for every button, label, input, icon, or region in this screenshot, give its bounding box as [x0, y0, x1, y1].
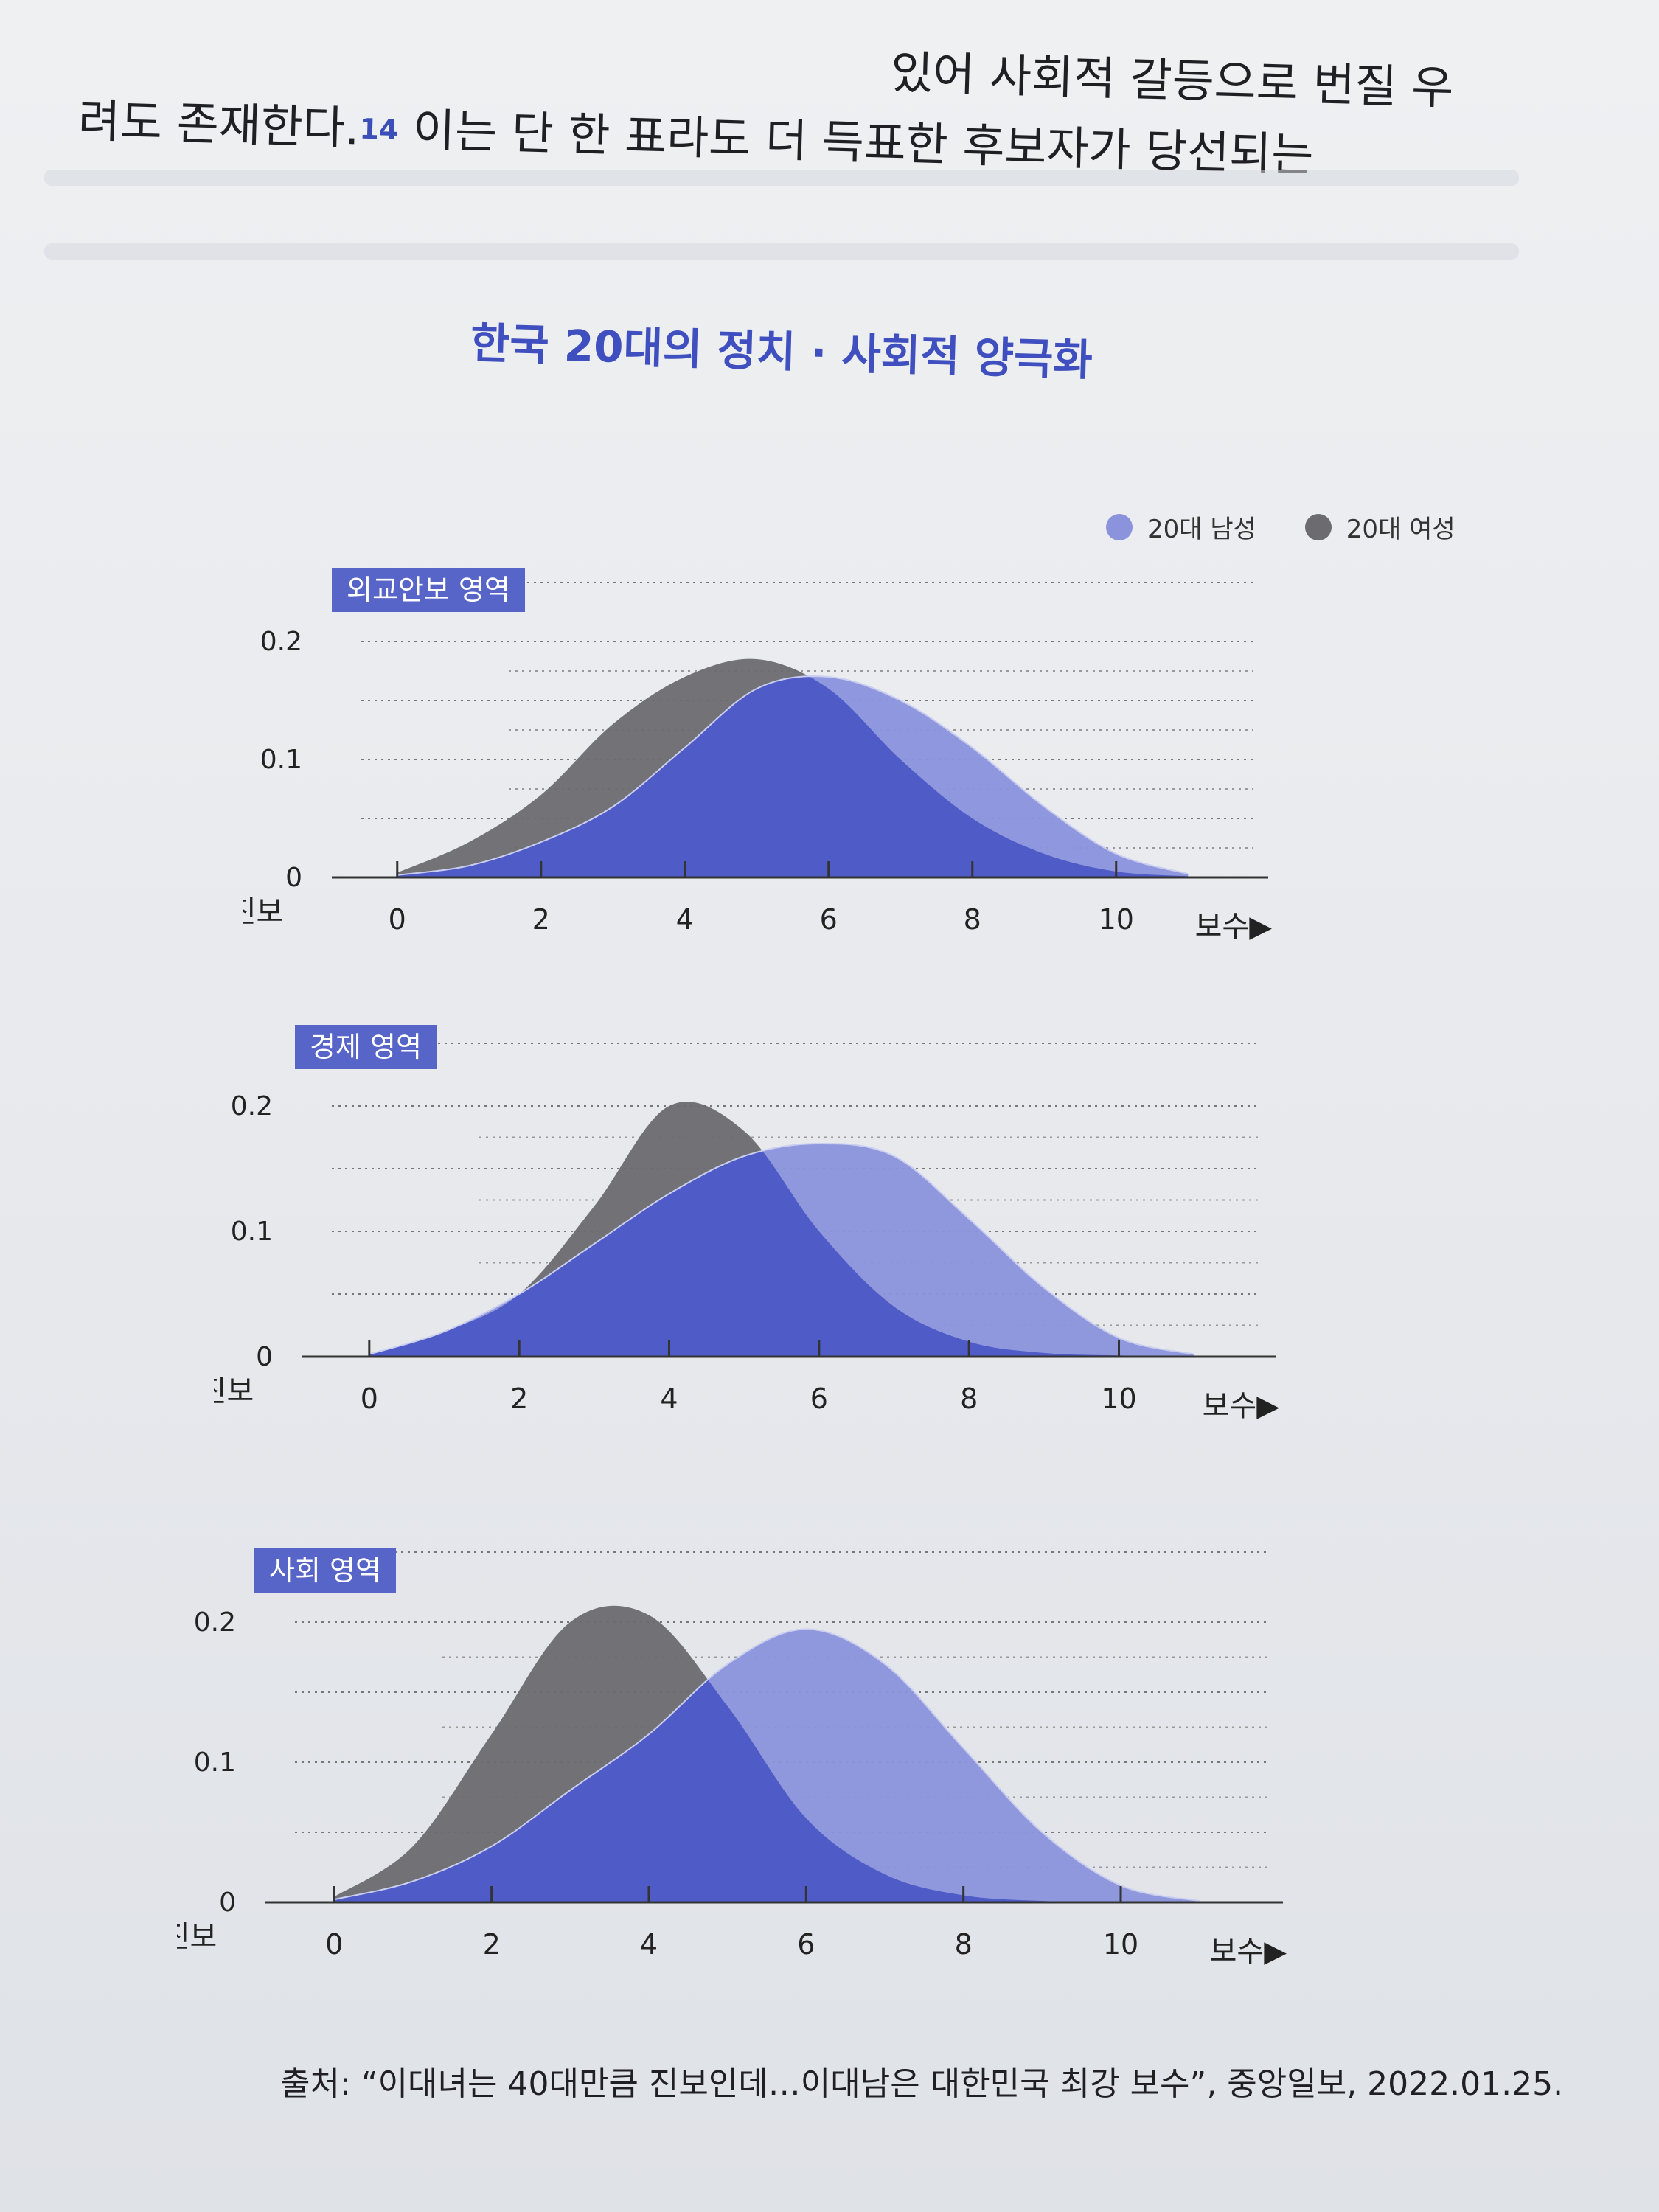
series-line-male [397, 675, 1189, 876]
y-tick-label: 0.1 [231, 1217, 273, 1247]
x-tick-label: 2 [532, 903, 550, 936]
x-tick-label: 4 [676, 903, 694, 936]
x-tick-label: 4 [640, 1928, 658, 1961]
x-axis-left-label: ◀진보 [177, 1920, 217, 1954]
x-tick-label: 6 [797, 1928, 815, 1961]
x-axis-right-label: 보수▶ [1195, 910, 1273, 944]
x-tick-label: 10 [1101, 1382, 1136, 1415]
x-tick-label: 4 [660, 1382, 678, 1415]
legend: 20대 남성 20대 여성 [1106, 509, 1496, 547]
chart-panel-security: 외교안보 영역 0 2 4 6 8 10 ◀진보 보수▶ 0 0.1 0.2 [243, 560, 1335, 973]
legend-item-female: 20대 여성 [1304, 509, 1455, 545]
chart-panel-economy: 경제 영역 0 2 4 6 8 10 ◀진보 보수▶ 0 0.1 0.2 [214, 1025, 1342, 1453]
legend-swatch-female [1304, 513, 1332, 540]
source-citation: 출처: “이대녀는 40대만큼 진보인데…이대남은 대한민국 최강 보수”, 중… [280, 2065, 1564, 2103]
body-text-line-2-start: 려도 존재한다. [77, 93, 361, 156]
y-tick-label: 0 [256, 1342, 273, 1372]
panel-tag-security: 외교안보 영역 [332, 568, 525, 612]
panel-tag-society: 사회 영역 [254, 1548, 396, 1593]
x-tick-label: 2 [483, 1928, 501, 1961]
x-tick-label: 6 [810, 1382, 828, 1415]
legend-swatch-male [1106, 513, 1133, 540]
x-tick-label: 8 [955, 1928, 973, 1961]
x-axis-right-label: 보수▶ [1210, 1935, 1287, 1969]
chart-title: 한국 20대의 정치 · 사회적 양극화 [470, 318, 1093, 386]
x-tick-label: 8 [960, 1382, 978, 1415]
y-tick-label: 0.2 [231, 1091, 273, 1121]
footnote-marker: 14 [358, 112, 399, 147]
x-tick-label: 6 [820, 903, 838, 936]
x-tick-label: 10 [1103, 1928, 1138, 1961]
legend-label-female: 20대 여성 [1346, 515, 1455, 544]
series-line-male [369, 1142, 1194, 1355]
x-axis-right-label: 보수▶ [1203, 1389, 1280, 1423]
x-tick-label: 0 [361, 1382, 378, 1415]
series-line-male [334, 1628, 1200, 1902]
legend-item-male: 20대 남성 [1106, 509, 1256, 545]
chart-svg-society: 0 2 4 6 8 10 ◀진보 보수▶ 0 0.1 0.2 [177, 1551, 1287, 1969]
x-tick-label: 0 [325, 1928, 343, 1961]
panel-tag-economy: 경제 영역 [295, 1025, 437, 1069]
x-tick-label: 0 [389, 903, 406, 936]
chart-panel-society: 사회 영역 0 2 4 6 8 10 ◀진보 보수▶ 0 0.1 0.2 [177, 1541, 1349, 1998]
legend-label-male: 20대 남성 [1147, 515, 1256, 544]
faded-text-row [44, 170, 1519, 186]
y-tick-label: 0.1 [194, 1747, 236, 1778]
x-axis-left-label: ◀진보 [243, 895, 283, 929]
faded-text-row [44, 243, 1519, 260]
x-tick-label: 10 [1099, 903, 1134, 936]
y-tick-label: 0 [219, 1888, 236, 1918]
y-tick-label: 0.1 [260, 745, 302, 775]
x-tick-label: 8 [964, 903, 981, 936]
y-tick-label: 0.2 [260, 627, 302, 657]
x-axis-left-label: ◀진보 [214, 1374, 254, 1408]
chart-svg-economy: 0 2 4 6 8 10 ◀진보 보수▶ 0 0.1 0.2 [214, 1043, 1280, 1423]
y-tick-label: 0 [285, 863, 302, 893]
chart-svg-security: 0 2 4 6 8 10 ◀진보 보수▶ 0 0.1 0.2 [243, 582, 1273, 944]
x-tick-label: 2 [510, 1382, 528, 1415]
y-tick-label: 0.2 [194, 1607, 236, 1638]
